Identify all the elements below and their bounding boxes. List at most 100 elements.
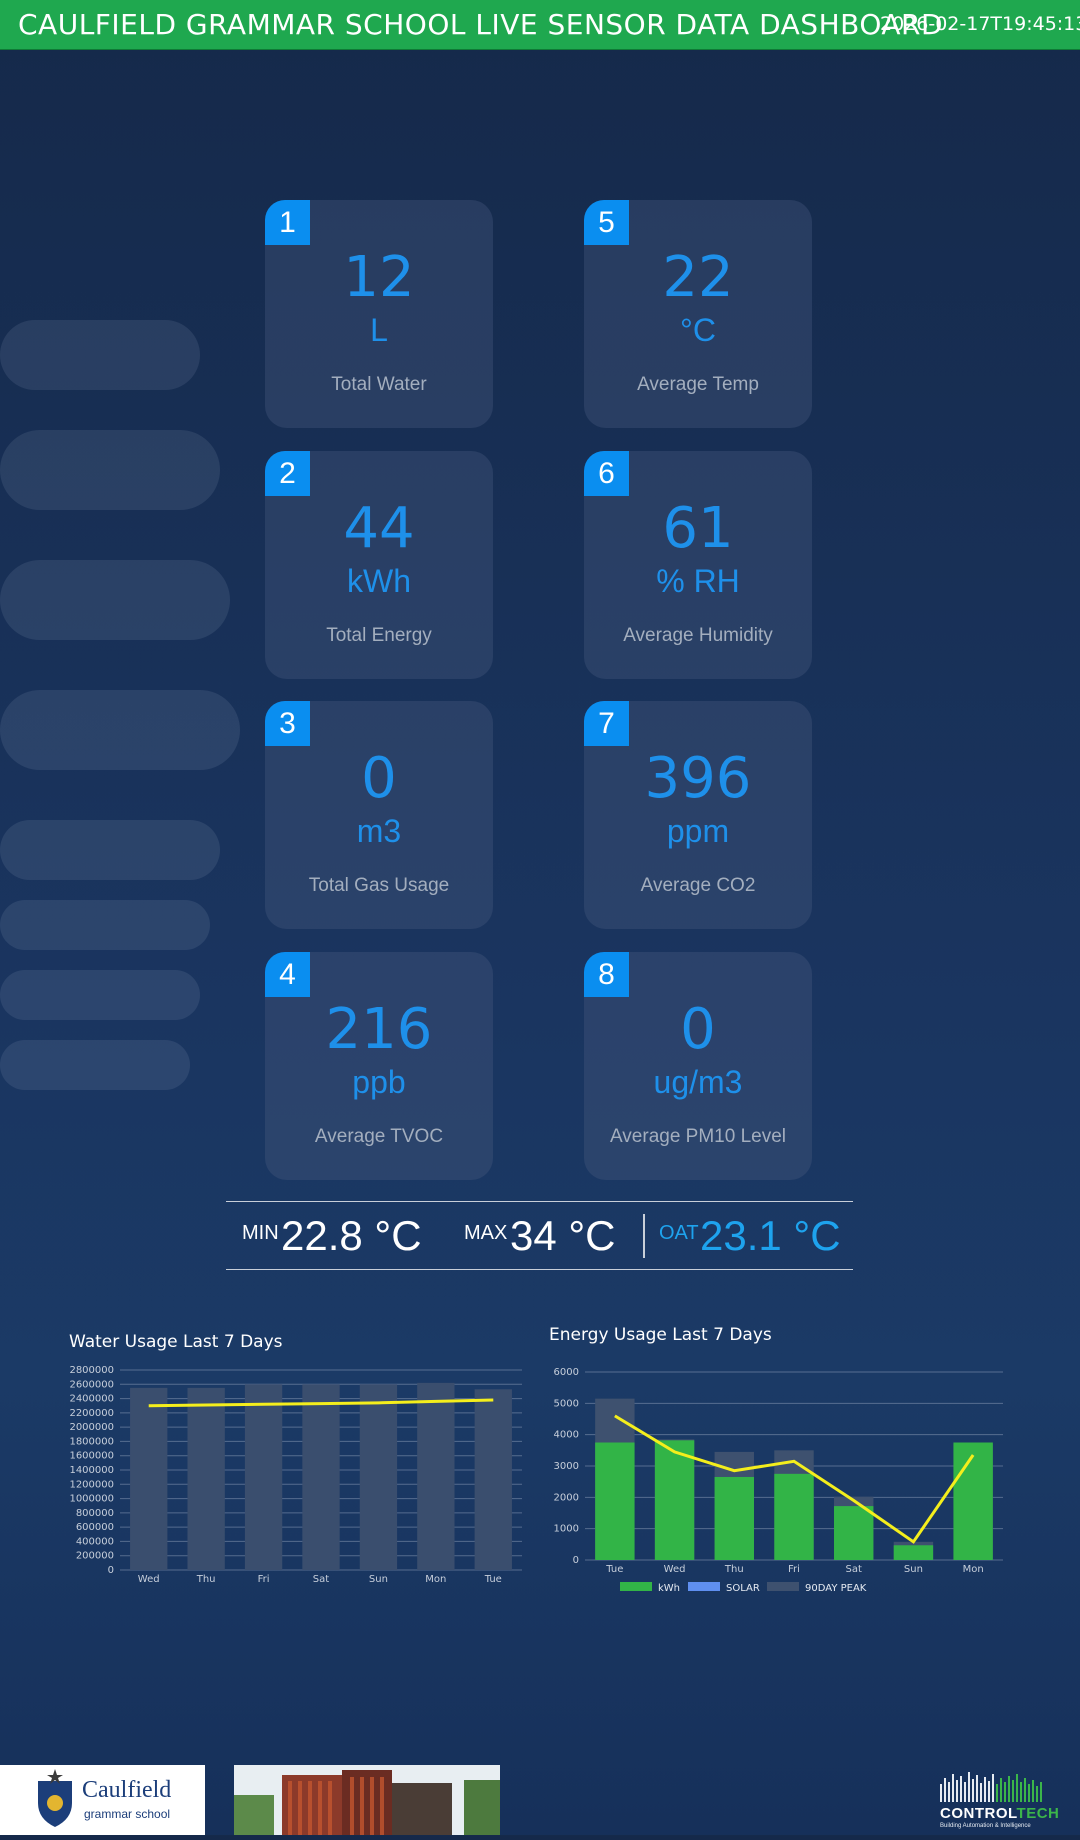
y-tick-label: 600000 <box>76 1522 114 1533</box>
energy-usage-chart: 6000 5000 4000 3000 2000 1000 0 Tue Wed Thu Fri Sat… <box>545 1360 1005 1600</box>
card-value: 61 <box>662 496 734 561</box>
x-tick-label: Mon <box>425 1574 446 1585</box>
y-tick-label: 5000 <box>554 1398 579 1409</box>
card-average-temp: 5 22 °C Average Temp <box>584 200 812 428</box>
line-series <box>614 1414 975 1544</box>
card-unit: kWh <box>347 563 411 599</box>
card-unit: °C <box>680 312 716 348</box>
x-tick-label: Thu <box>196 1574 216 1585</box>
card-badge: 6 <box>584 451 629 496</box>
bar-value <box>187 1387 225 1570</box>
crest-icon <box>38 1769 72 1827</box>
legend-swatch <box>767 1582 799 1591</box>
bar-value <box>130 1387 168 1570</box>
card-average-co2: 7 396 ppm Average CO2 <box>584 701 812 929</box>
school-logo: Caulfield grammar school <box>0 1765 205 1835</box>
y-tick-label: 6000 <box>554 1367 579 1378</box>
y-tick-label: 2200000 <box>69 1408 114 1419</box>
x-tick-label: Sun <box>369 1574 388 1585</box>
legend-label: kWh <box>658 1583 680 1594</box>
card-label: Total Energy <box>326 625 432 646</box>
bar-value <box>244 1384 283 1570</box>
y-tick-label: 1800000 <box>69 1436 114 1447</box>
header-bar: CAULFIELD GRAMMAR SCHOOL LIVE SENSOR DAT… <box>0 0 1080 50</box>
bar-value <box>359 1384 398 1570</box>
card-unit: ug/m3 <box>653 1064 743 1100</box>
card-value: 0 <box>680 997 716 1062</box>
controltech-bars-icon <box>940 1772 1042 1802</box>
x-tick-label: Sat <box>313 1574 329 1585</box>
card-average-humidity: 6 61 % RH Average Humidity <box>584 451 812 679</box>
legend-swatch <box>688 1582 720 1591</box>
card-unit: L <box>370 312 388 348</box>
water-usage-chart: 2800000 2600000 2400000 2200000 2000000 18000… <box>60 1356 530 1586</box>
controltech-brand: CONTROLTECH <box>940 1805 1060 1822</box>
bar-kwh <box>893 1545 934 1560</box>
card-value: 12 <box>343 245 415 310</box>
bar-kwh <box>714 1476 754 1560</box>
card-unit: ppb <box>352 1064 406 1100</box>
legend-label: SOLAR <box>726 1583 760 1594</box>
school-name: Caulfield <box>82 1777 172 1803</box>
bar-kwh <box>953 1442 993 1560</box>
y-tick-label: 2000000 <box>69 1422 114 1433</box>
card-total-water: 1 12 L Total Water <box>265 200 493 428</box>
card-total-gas: 3 0 m3 Total Gas Usage <box>265 701 493 929</box>
card-value: 396 <box>644 746 752 811</box>
card-value: 44 <box>343 496 415 561</box>
y-tick-label: 1600000 <box>69 1451 114 1462</box>
x-tick-label: Wed <box>138 1574 160 1585</box>
y-tick-label: 3000 <box>554 1461 579 1472</box>
y-tick-label: 1200000 <box>69 1479 114 1490</box>
y-tick-label: 0 <box>108 1565 114 1576</box>
y-tick-label: 1000 <box>554 1524 579 1535</box>
divider <box>643 1214 645 1258</box>
card-value: 22 <box>662 245 734 310</box>
max-value: 34 °C <box>510 1212 616 1259</box>
x-tick-label: Wed <box>664 1564 686 1575</box>
timestamp: 2026-02-17T19:45:13.25 <box>880 13 1080 35</box>
background-bulb-graphic <box>0 320 240 1090</box>
water-chart-title: Water Usage Last 7 Days <box>69 1332 283 1352</box>
energy-chart-svg: 6000 5000 4000 3000 2000 1000 0 Tue Wed Thu Fri Sat… <box>554 1367 1003 1594</box>
bar-kwh <box>595 1442 635 1560</box>
card-unit: % RH <box>656 563 740 599</box>
y-tick-label: 2600000 <box>69 1379 114 1390</box>
y-tick-label: 800000 <box>76 1508 114 1519</box>
y-tick-label: 400000 <box>76 1536 114 1547</box>
card-value: 216 <box>325 997 433 1062</box>
card-badge: 8 <box>584 952 629 997</box>
card-unit: m3 <box>356 813 402 849</box>
card-total-energy: 2 44 kWh Total Energy <box>265 451 493 679</box>
card-badge: 5 <box>584 200 629 245</box>
x-tick-label: Fri <box>788 1564 800 1575</box>
y-tick-label: 0 <box>573 1555 579 1566</box>
card-label: Average Humidity <box>623 625 773 646</box>
max-label: MAX <box>464 1222 508 1244</box>
x-tick-label: Sun <box>904 1564 923 1575</box>
controltech-logo: CONTROLTECH Building Automation & Intell… <box>938 1770 1059 1832</box>
y-tick-label: 2800000 <box>69 1365 114 1376</box>
card-badge: 2 <box>265 451 310 496</box>
bar-value <box>474 1389 512 1570</box>
temperature-summary: MIN 22.8 °C MAX 34 °C OAT 23.1 °C <box>226 1201 853 1270</box>
x-tick-label: Mon <box>963 1564 984 1575</box>
x-tick-label: Tue <box>484 1574 502 1585</box>
line-series <box>148 1398 494 1408</box>
x-tick-label: Sat <box>846 1564 862 1575</box>
y-tick-label: 200000 <box>76 1551 114 1562</box>
card-average-pm10: 8 0 ug/m3 Average PM10 Level <box>584 952 812 1180</box>
x-tick-label: Fri <box>258 1574 270 1585</box>
card-average-tvoc: 4 216 ppb Average TVOC <box>265 952 493 1180</box>
legend-label: 90DAY PEAK <box>805 1583 867 1594</box>
page-title: CAULFIELD GRAMMAR SCHOOL LIVE SENSOR DAT… <box>18 8 944 41</box>
y-tick-label: 1400000 <box>69 1465 114 1476</box>
card-label: Total Water <box>331 374 427 395</box>
bar-kwh <box>834 1506 874 1560</box>
card-badge: 4 <box>265 952 310 997</box>
bar-value <box>417 1382 455 1570</box>
card-label: Total Gas Usage <box>308 875 450 896</box>
min-value: 22.8 °C <box>281 1212 422 1259</box>
bar-value <box>302 1384 340 1570</box>
water-chart-svg: 2800000260000024000002200000200000018000… <box>69 1365 522 1585</box>
